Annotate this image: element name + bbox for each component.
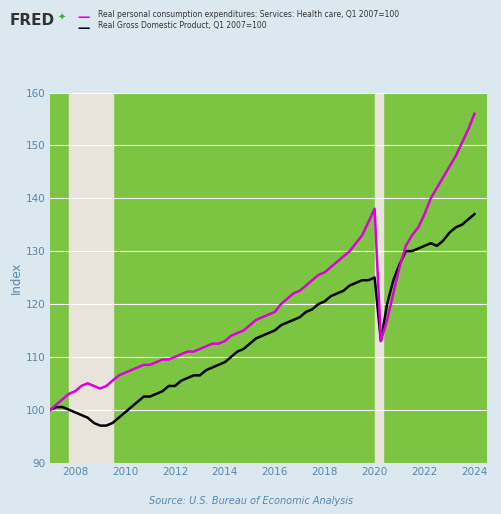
Text: —: — bbox=[78, 11, 90, 24]
Bar bbox=[69, 93, 112, 463]
Text: ✦: ✦ bbox=[58, 13, 66, 23]
Y-axis label: Index: Index bbox=[10, 262, 23, 293]
Bar bbox=[374, 93, 382, 463]
Text: Source: U.S. Bureau of Economic Analysis: Source: U.S. Bureau of Economic Analysis bbox=[149, 495, 352, 506]
Text: FRED: FRED bbox=[10, 13, 55, 28]
Text: Real personal consumption expenditures: Services: Health care, Q1 2007=100: Real personal consumption expenditures: … bbox=[98, 10, 398, 20]
Text: Real Gross Domestic Product, Q1 2007=100: Real Gross Domestic Product, Q1 2007=100 bbox=[98, 21, 266, 30]
Text: —: — bbox=[78, 22, 90, 35]
